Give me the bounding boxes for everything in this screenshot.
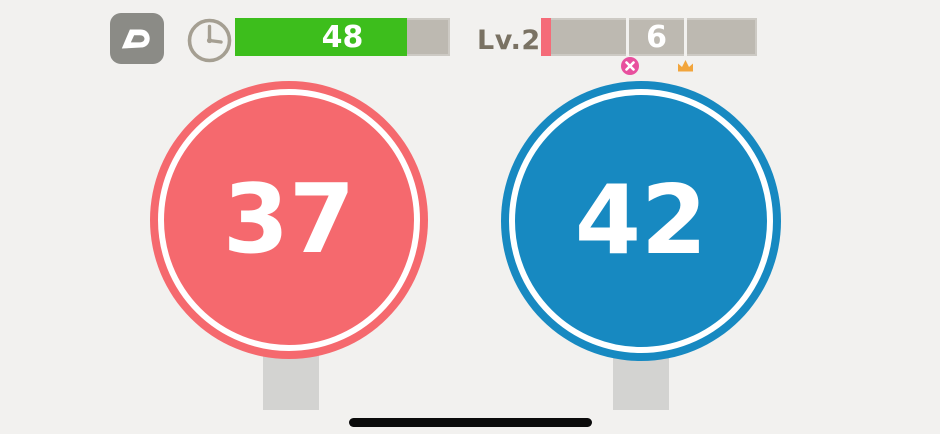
timer-bar-fill xyxy=(235,18,407,56)
blue-number-value: 42 xyxy=(574,165,708,276)
level-divider xyxy=(626,18,629,56)
stand xyxy=(613,355,669,410)
x-marker-badge xyxy=(621,57,639,75)
red-number-value: 37 xyxy=(222,164,356,275)
x-cross-icon xyxy=(625,61,635,71)
level-progress-fill xyxy=(541,18,551,56)
crown-icon xyxy=(677,59,694,72)
clock-icon xyxy=(186,17,233,64)
level-label: Lv.2 xyxy=(477,25,541,56)
red-number-button[interactable]: 37 xyxy=(150,81,428,359)
undo-button[interactable] xyxy=(110,13,164,64)
timer-value: 48 xyxy=(321,19,364,55)
blue-number-button[interactable]: 42 xyxy=(501,81,781,361)
home-indicator[interactable] xyxy=(349,418,592,427)
level-progress-bar: 6 xyxy=(541,18,757,56)
undo-arrow-icon xyxy=(117,20,157,58)
level-value: 6 xyxy=(646,19,667,55)
timer-bar: 48 xyxy=(235,18,450,56)
stand xyxy=(263,355,319,410)
level-divider xyxy=(684,18,687,56)
